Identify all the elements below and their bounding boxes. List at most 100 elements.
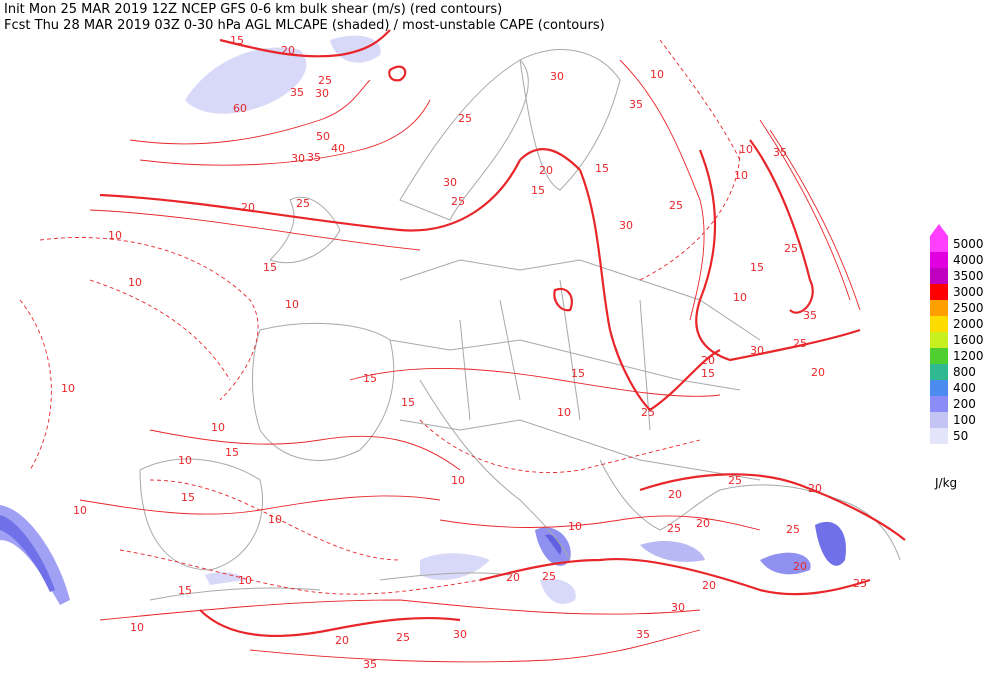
header-line: Fcst Thu 28 MAR 2019 03Z 0-30 hPa AGL ML… — [4, 18, 605, 33]
colorbar-label: 3500 — [953, 269, 984, 283]
contour-label: 10 — [557, 406, 571, 419]
contour-label: 30 — [443, 176, 457, 189]
contour-label: 15 — [178, 584, 192, 597]
colorbar-label: 3000 — [953, 285, 984, 299]
contour-label: 30 — [619, 219, 633, 232]
contour-label: 35 — [307, 151, 321, 164]
colorbar-box — [930, 428, 948, 444]
contour-label: 20 — [811, 366, 825, 379]
contour-label: 30 — [750, 344, 764, 357]
colorbar-box — [930, 380, 948, 396]
contour-label: 10 — [734, 169, 748, 182]
contour-label: 10 — [130, 621, 144, 634]
contour-label: 25 — [793, 337, 807, 350]
contour-label: 15 — [571, 367, 585, 380]
contour-label: 20 — [701, 354, 715, 367]
contour-label: 20 — [281, 44, 295, 57]
contour-label: 10 — [650, 68, 664, 81]
contour-label: 10 — [211, 421, 225, 434]
contour-label: 25 — [784, 242, 798, 255]
contour-label: 60 — [233, 102, 247, 115]
contour-label: 20 — [696, 517, 710, 530]
colorbar-box — [930, 332, 948, 348]
contour-label: 25 — [669, 199, 683, 212]
contour-label: 10 — [108, 229, 122, 242]
colorbar-box — [930, 364, 948, 380]
contour-label: 15 — [701, 367, 715, 380]
contour-label: 30 — [453, 628, 467, 641]
colorbar-label: 1200 — [953, 349, 984, 363]
contour-label: 25 — [667, 522, 681, 535]
contour-label: 40 — [331, 142, 345, 155]
country-borders — [139, 49, 901, 601]
colorbar-label: 2000 — [953, 317, 984, 331]
contour-label: 20 — [539, 164, 553, 177]
colorbar-label: 2500 — [953, 301, 984, 315]
contour-label: 20 — [793, 560, 807, 573]
contour-label: 25 — [542, 570, 556, 583]
contour-label: 15 — [750, 261, 764, 274]
colorbar-box — [930, 348, 948, 364]
colorbar-label: 5000 — [953, 237, 984, 251]
contour-label: 30 — [291, 152, 305, 165]
colorbar-box — [930, 396, 948, 412]
colorbar-box — [930, 236, 948, 252]
contour-label: 35 — [629, 98, 643, 111]
contour-label: 15 — [263, 261, 277, 274]
contour-label: 25 — [318, 74, 332, 87]
colorbar-label: 4000 — [953, 253, 984, 267]
contour-label: 50 — [316, 130, 330, 143]
contour-label: 15 — [230, 34, 244, 47]
colorbar-label: 100 — [953, 413, 976, 427]
contour-label: 25 — [458, 112, 472, 125]
contours — [19, 29, 906, 663]
contour-label: 10 — [739, 143, 753, 156]
colorbar-label: 200 — [953, 397, 976, 411]
contour-label: 35 — [363, 658, 377, 671]
contour-label: 20 — [506, 571, 520, 584]
contour-label: 10 — [285, 298, 299, 311]
contour-label: 15 — [363, 372, 377, 385]
contour-label: 25 — [786, 523, 800, 536]
contour-label: 10 — [73, 504, 87, 517]
colorbar-box — [930, 316, 948, 332]
contour-label: 10 — [451, 474, 465, 487]
contour-label: 15 — [531, 184, 545, 197]
contour-label: 25 — [396, 631, 410, 644]
colorbar-label: 400 — [953, 381, 976, 395]
contour-label: 35 — [803, 309, 817, 322]
contour-label: 20 — [335, 634, 349, 647]
cape-shading — [0, 35, 846, 605]
contour-label: 20 — [668, 488, 682, 501]
contour-label: 10 — [128, 276, 142, 289]
contour-label: 30 — [315, 87, 329, 100]
contour-label: 25 — [296, 197, 310, 210]
contour-label: 35 — [290, 86, 304, 99]
colorbar-box — [930, 252, 948, 268]
colorbar-units: J/kg — [934, 476, 957, 490]
contour-label: 15 — [225, 446, 239, 459]
contour-label: 30 — [550, 70, 564, 83]
contour-label: 35 — [636, 628, 650, 641]
contour-label: 35 — [773, 146, 787, 159]
contour-label: 25 — [853, 577, 867, 590]
colorbar-box — [930, 300, 948, 316]
contour-label: 10 — [568, 520, 582, 533]
contour-label: 15 — [401, 396, 415, 409]
contour-label: 25 — [641, 406, 655, 419]
colorbar-box — [930, 284, 948, 300]
contour-label: 10 — [61, 382, 75, 395]
contour-label: 25 — [451, 195, 465, 208]
contour-label: 10 — [733, 291, 747, 304]
header-line: Init Mon 25 MAR 2019 12Z NCEP GFS 0-6 km… — [4, 2, 502, 17]
contour-label: 10 — [178, 454, 192, 467]
contour-label: 20 — [241, 201, 255, 214]
colorbar-box — [930, 412, 948, 428]
colorbar-label: 800 — [953, 365, 976, 379]
colorbar-arrow — [930, 224, 948, 236]
contour-label: 10 — [238, 574, 252, 587]
contour-label: 25 — [728, 474, 742, 487]
contour-label: 30 — [671, 601, 685, 614]
